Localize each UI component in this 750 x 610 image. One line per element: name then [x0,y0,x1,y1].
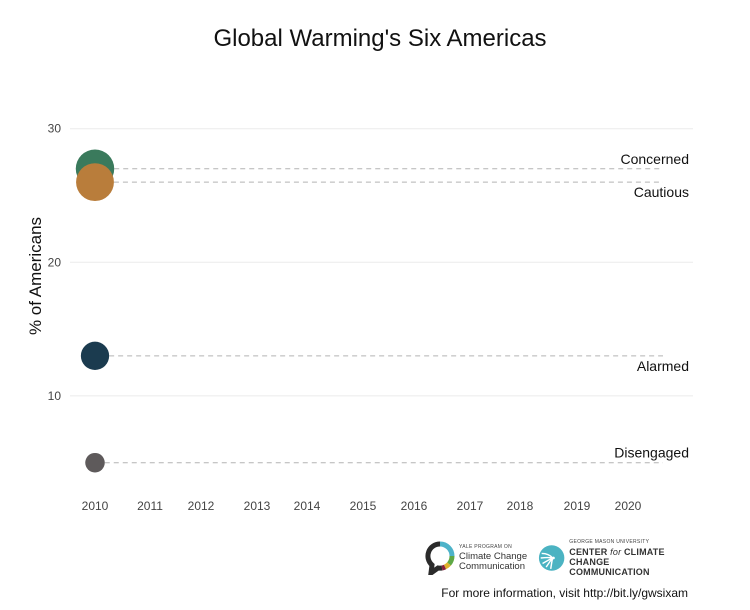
x-tick-label: 2014 [294,499,321,513]
yale-speech-bubble-icon [425,541,455,575]
footer-link-text: For more information, visit http://bit.l… [441,586,688,600]
guide-lines [104,168,663,464]
data-points [75,149,115,473]
label-cautious: Cautious [634,184,689,200]
point-disengaged [85,452,105,473]
point-alarmed [80,341,110,370]
gmu-logo-line2: COMMUNICATION [569,566,650,577]
x-tick-label: 2013 [244,499,271,513]
gmu-logo-line1: CENTER for CLIMATE CHANGE [569,546,665,567]
yale-logo-line2: Communication [459,560,525,572]
gridlines [70,128,693,397]
x-tick-label: 2012 [188,499,215,513]
x-tick-label: 2010 [82,499,109,513]
y-tick-label: 30 [48,122,62,136]
sponsor-logos: YALE PROGRAM ON Climate Change Communica… [425,539,695,577]
x-tick-label: 2017 [457,499,484,513]
point-cautious [76,163,114,202]
x-axis-ticks: 2010 2011 2012 2013 2014 2015 2016 2017 2018 2019… [82,499,642,513]
x-tick-label: 2019 [564,499,591,513]
yale-logo: YALE PROGRAM ON Climate Change Communica… [425,539,527,577]
gmu-logo: GEORGE MASON UNIVERSITY CENTER for CLIMA… [538,539,695,577]
x-tick-label: 2011 [137,499,163,513]
x-tick-label: 2020 [615,499,642,513]
gmu-logo-subtitle: GEORGE MASON UNIVERSITY [569,538,650,545]
y-axis-ticks: 10 20 30 [48,122,62,403]
x-tick-label: 2016 [401,499,428,513]
yale-logo-subtitle: YALE PROGRAM ON [459,543,513,550]
y-tick-label: 20 [48,255,62,269]
chart-title: Global Warming's Six Americas [213,25,546,52]
label-concerned: Concerned [621,151,690,167]
yale-logo-line1: Climate Change [459,550,528,562]
y-tick-label: 10 [48,389,62,403]
x-tick-label: 2018 [507,499,534,513]
gmu-shell-icon [538,545,565,571]
x-tick-label: 2015 [350,499,377,513]
series-labels: Concerned Cautious Alarmed Disengaged [614,151,689,461]
label-alarmed: Alarmed [637,358,689,374]
y-axis-label: % of Americans [26,217,45,335]
label-disengaged: Disengaged [614,445,689,461]
